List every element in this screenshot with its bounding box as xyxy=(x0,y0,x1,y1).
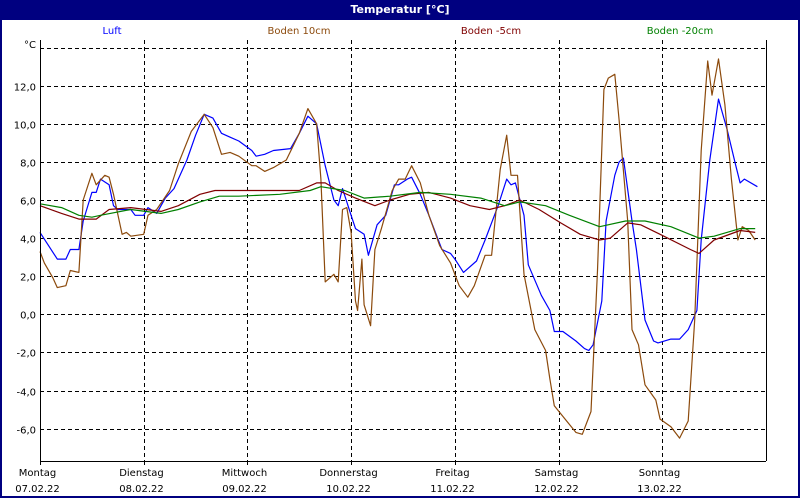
axes xyxy=(40,40,767,465)
y-tick-label: 2,0 xyxy=(20,273,36,284)
y-tick-label: 0,0 xyxy=(20,311,36,322)
y-tick-label: 8,0 xyxy=(20,159,36,170)
series-lines xyxy=(39,58,758,439)
x-tick-day: Dienstag xyxy=(119,468,164,479)
y-tick-label: -4,0 xyxy=(16,388,36,399)
y-tick-label: 4,0 xyxy=(20,235,36,246)
x-tick-day: Sonntag xyxy=(639,468,681,479)
x-tick-date: 11.02.22 xyxy=(430,484,475,495)
legend-item: Boden -20cm xyxy=(647,26,714,37)
y-tick-label: 12,0 xyxy=(14,83,36,94)
y-tick-label: -2,0 xyxy=(16,349,36,360)
legend-item: Luft xyxy=(103,26,122,37)
x-tick-date: 09.02.22 xyxy=(222,484,267,495)
series-line-luft xyxy=(39,98,758,352)
series-line-boden-20cm xyxy=(39,186,756,239)
legend-item: Boden 10cm xyxy=(268,26,331,37)
y-tick-label: 10,0 xyxy=(14,121,36,132)
y-tick-label: -6,0 xyxy=(16,426,36,437)
axis-labels: -6,0 -4,0 -2,0 0,0 2,0 4,0 6,0 8,0 10,0 12,0 °C Mon… xyxy=(14,40,682,495)
y-axis-unit: °C xyxy=(24,40,36,51)
x-tick-day: Mittwoch xyxy=(222,468,267,479)
x-tick-day: Samstag xyxy=(535,468,579,479)
legend-item: Boden -5cm xyxy=(461,26,521,37)
series-line-boden-10cm xyxy=(39,58,756,439)
series-line-boden-5cm xyxy=(39,182,756,254)
x-tick-day: Montag xyxy=(19,468,56,479)
x-tick-day: Freitag xyxy=(435,468,469,479)
x-tick-day: Donnerstag xyxy=(319,468,377,479)
x-tick-date: 13.02.22 xyxy=(637,484,682,495)
grid xyxy=(40,40,766,461)
y-tick-label: 6,0 xyxy=(20,197,36,208)
legend: Luft Boden 10cm Boden -5cm Boden -20cm xyxy=(103,26,714,37)
window-title: Temperatur [°C] xyxy=(0,0,800,20)
x-tick-date: 10.02.22 xyxy=(326,484,371,495)
x-tick-date: 07.02.22 xyxy=(15,484,60,495)
x-tick-date: 12.02.22 xyxy=(534,484,579,495)
x-tick-date: 08.02.22 xyxy=(119,484,164,495)
